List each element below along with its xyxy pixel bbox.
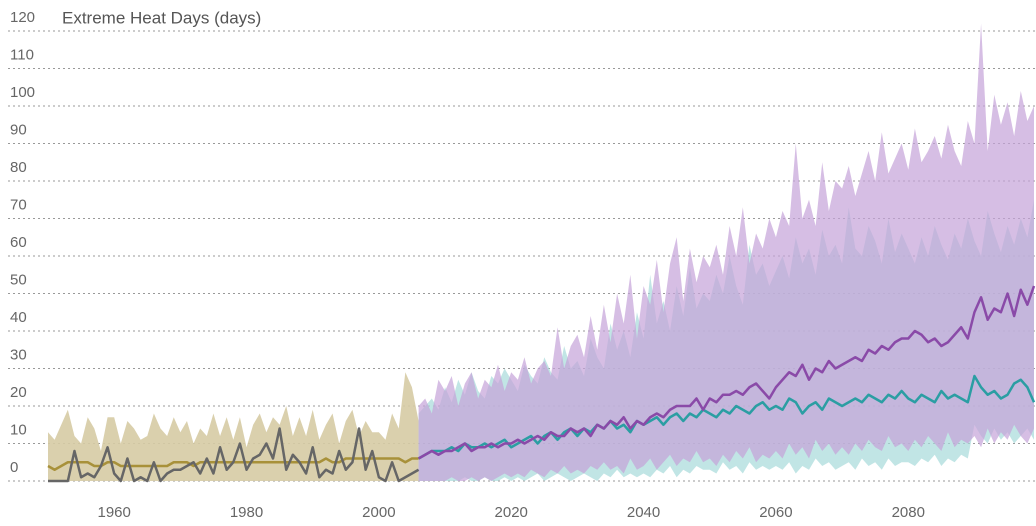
y-tick-label: 10 bbox=[10, 421, 27, 438]
y-tick-label: 80 bbox=[10, 159, 27, 176]
x-tick-label: 1980 bbox=[230, 504, 263, 521]
y-tick-label: 40 bbox=[10, 309, 27, 326]
chart-title: Extreme Heat Days (days) bbox=[62, 8, 261, 27]
x-tick-label: 2040 bbox=[627, 504, 660, 521]
x-tick-label: 2060 bbox=[759, 504, 792, 521]
y-tick-label: 110 bbox=[10, 46, 34, 63]
x-tick-label: 2000 bbox=[362, 504, 395, 521]
range-band bbox=[48, 372, 419, 481]
y-tick-label: 70 bbox=[10, 196, 27, 213]
y-tick-label: 0 bbox=[10, 459, 18, 476]
y-tick-label: 20 bbox=[10, 384, 27, 401]
y-tick-label: 90 bbox=[10, 121, 27, 138]
x-tick-label: 2080 bbox=[892, 504, 925, 521]
x-tick-label: 1960 bbox=[97, 504, 130, 521]
y-tick-label: 100 bbox=[10, 84, 35, 101]
series-line bbox=[48, 427, 420, 483]
y-tick-label: 50 bbox=[10, 271, 27, 288]
y-tick-label: 120 bbox=[10, 9, 35, 26]
y-tick-label: 60 bbox=[10, 234, 27, 251]
range-band bbox=[418, 23, 1035, 481]
x-tick-label: 2020 bbox=[495, 504, 528, 521]
y-tick-label: 30 bbox=[10, 346, 27, 363]
series-line bbox=[417, 285, 1036, 460]
